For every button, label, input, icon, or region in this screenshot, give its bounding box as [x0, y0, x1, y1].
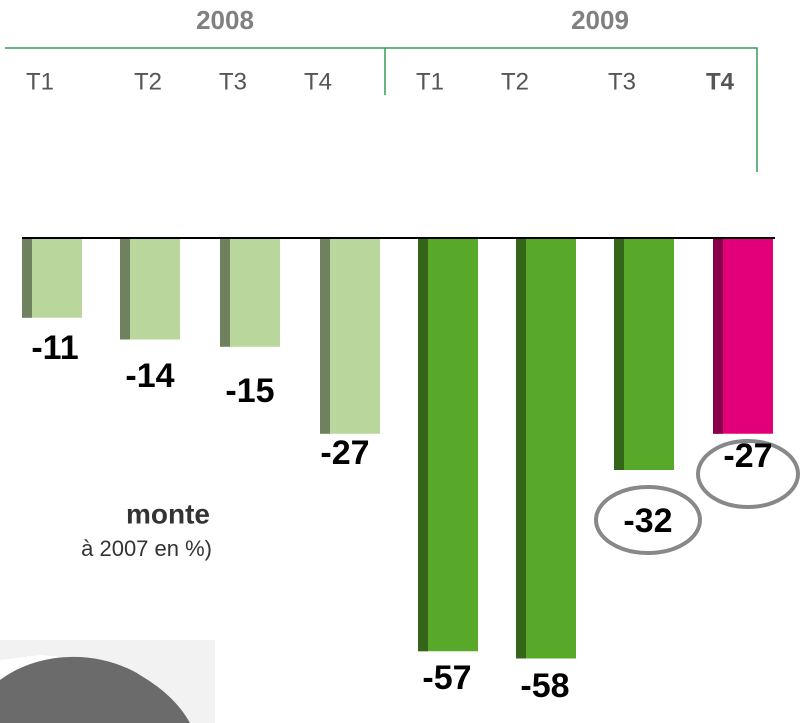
x-tick-label: T2 [501, 68, 529, 95]
bar-edge [320, 238, 330, 434]
value-label: -58 [520, 667, 569, 705]
value-label: -27 [320, 434, 369, 472]
value-label: -14 [125, 357, 174, 395]
x-tick-label: T2 [134, 68, 162, 95]
bar-edge [418, 238, 428, 652]
note: à 2007 en %) [81, 536, 212, 561]
x-tick-label: T1 [416, 68, 444, 95]
bar-edge [22, 238, 32, 318]
year-label: 2009 [571, 5, 629, 35]
highlight-circle [696, 439, 800, 509]
bar-edge [614, 238, 624, 470]
bar-edge [120, 238, 130, 340]
x-tick-label: T3 [219, 68, 247, 95]
value-label: -32 [623, 502, 672, 540]
car-image [0, 656, 190, 723]
highlight-circle [594, 485, 702, 555]
x-tick-label: T4 [706, 68, 735, 95]
bar-edge [713, 238, 723, 434]
x-tick-label: T4 [304, 68, 332, 95]
value-label: -11 [31, 329, 78, 367]
bar-edge [516, 238, 526, 659]
value-label: -27 [723, 437, 772, 475]
x-tick-label: T1 [26, 68, 54, 95]
year-bracket [385, 47, 758, 172]
x-tick-label: T3 [608, 68, 636, 95]
subtitle: monte [126, 498, 210, 529]
bar-edge [220, 238, 230, 347]
value-label: -57 [422, 659, 471, 697]
value-label: -15 [225, 372, 274, 410]
year-label: 2008 [196, 5, 254, 35]
car-image-bg [0, 640, 215, 723]
